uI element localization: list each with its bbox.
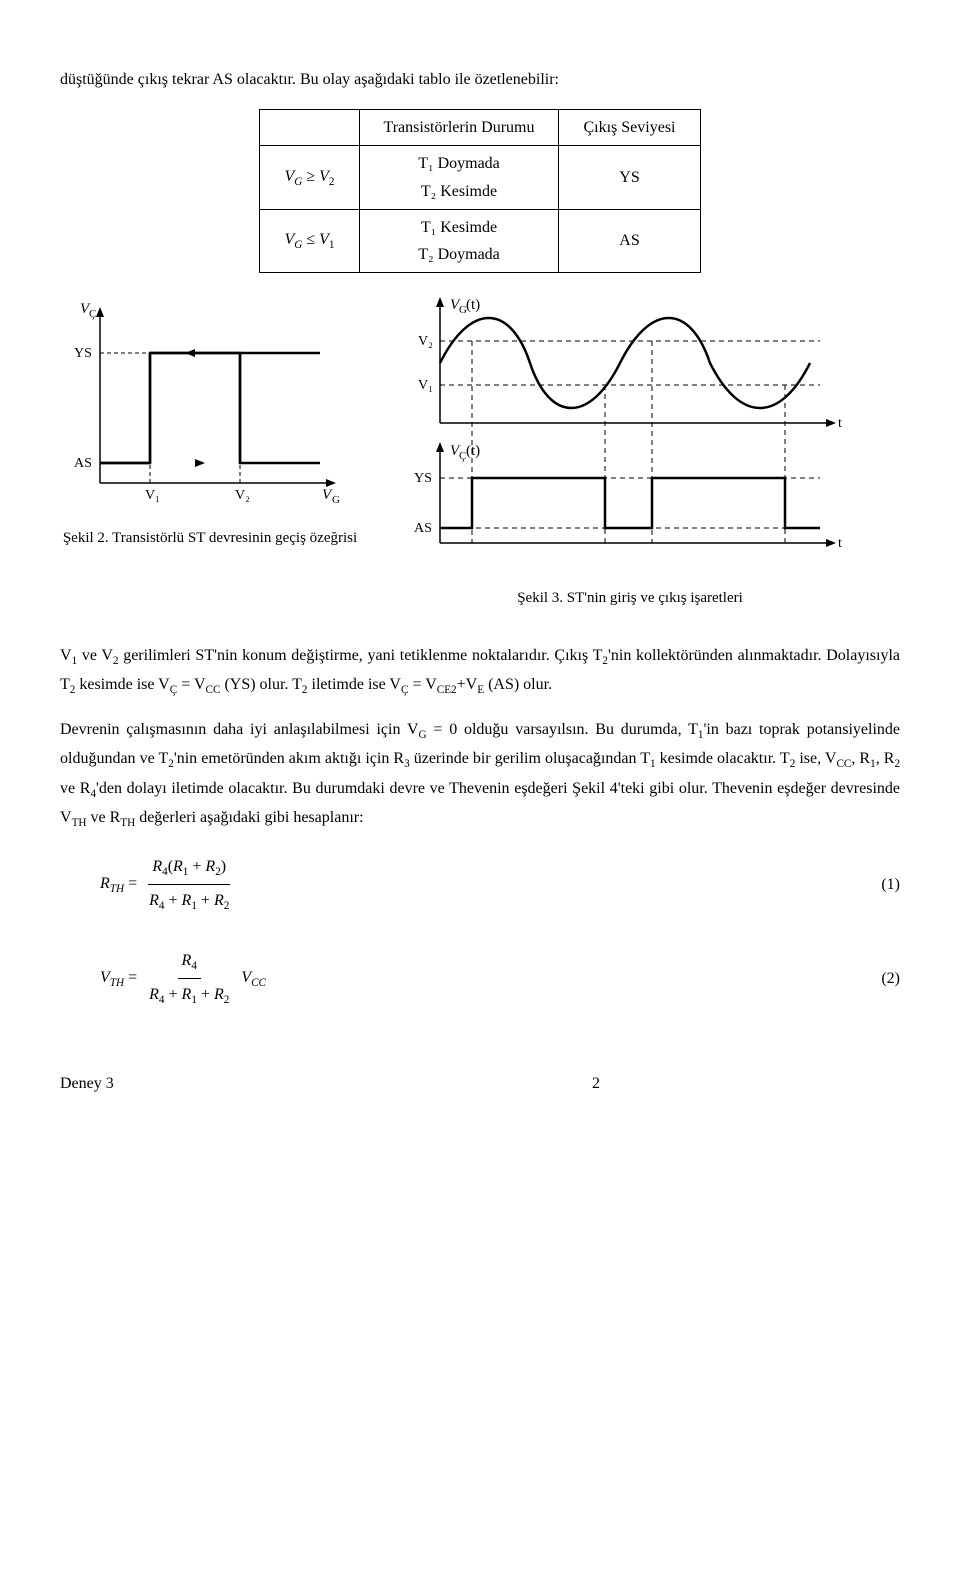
table-header-durum: Transistörlerin Durumu xyxy=(359,110,559,146)
svg-text:G: G xyxy=(332,494,340,506)
figure-3-svg: VG(t) t V₂ V₁ VÇ(t) t YS AS xyxy=(400,293,860,573)
table-r2c3: AS xyxy=(559,209,700,272)
svg-text:V₂: V₂ xyxy=(418,334,433,349)
page-footer: Deney 3 2 xyxy=(60,1070,900,1097)
svg-text:Ç: Ç xyxy=(89,308,96,320)
svg-text:V₂: V₂ xyxy=(235,488,250,503)
svg-text:t: t xyxy=(838,536,842,551)
svg-text:YS: YS xyxy=(74,346,92,361)
summary-table: Transistörlerin Durumu Çıkış Seviyesi VG… xyxy=(259,109,700,273)
table-r2c1: VG ≤ V1 xyxy=(260,209,359,272)
paragraph-2: V1 ve V2 gerilimleri ST'nin konum değişt… xyxy=(60,642,900,700)
footer-page-number: 2 xyxy=(592,1070,600,1097)
equation-1: RTH = R4(R1 + R2) R4 + R1 + R2 (1) xyxy=(60,853,900,916)
table-r1c1: VG ≥ V2 xyxy=(260,146,359,209)
paragraph-3: Devrenin çalışmasının daha iyi anlaşılab… xyxy=(60,716,900,833)
svg-text:V₁: V₁ xyxy=(145,488,160,503)
intro-paragraph: düştüğünde çıkış tekrar AS olacaktır. Bu… xyxy=(60,66,900,93)
table-r1c3: YS xyxy=(559,146,700,209)
table-r1c2: T₁ DoymadaT₂ Kesimde xyxy=(359,146,559,209)
figure-2-svg: VÇ YS AS V₁ V₂ VG xyxy=(60,293,360,513)
figure-3-caption: Şekil 3. ST'nin giriş ve çıkış işaretler… xyxy=(400,586,860,612)
table-header-blank xyxy=(260,110,359,146)
svg-text:t: t xyxy=(838,416,842,431)
svg-text:AS: AS xyxy=(414,521,432,536)
svg-text:V₁: V₁ xyxy=(418,378,433,393)
table-r2c2: T₁ KesimdeT₂ Doymada xyxy=(359,209,559,272)
table-header-cikis: Çıkış Seviyesi xyxy=(559,110,700,146)
figure-3: VG(t) t V₂ V₁ VÇ(t) t YS AS xyxy=(400,293,860,612)
svg-text:(t): (t) xyxy=(466,297,480,313)
figure-2: VÇ YS AS V₁ V₂ VG Şekil 2. Transistörlü … xyxy=(60,293,360,552)
equation-1-number: (1) xyxy=(881,871,900,898)
svg-text:(t): (t) xyxy=(466,443,480,459)
figure-2-caption: Şekil 2. Transistörlü ST devresinin geçi… xyxy=(60,526,360,552)
svg-text:AS: AS xyxy=(74,456,92,471)
equation-2-number: (2) xyxy=(881,965,900,992)
svg-text:YS: YS xyxy=(414,471,432,486)
equation-2: VTH = R4 R4 + R1 + R2 VCC (2) xyxy=(60,947,900,1010)
footer-left: Deney 3 xyxy=(60,1070,114,1097)
